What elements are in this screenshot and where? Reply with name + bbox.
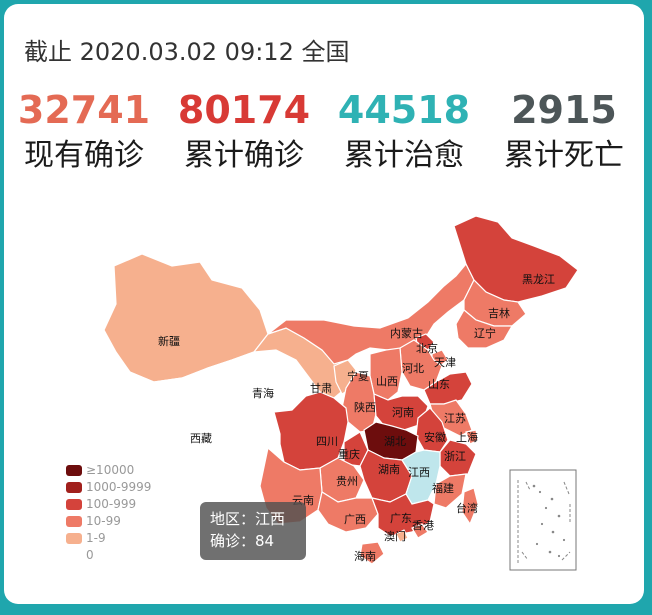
province-label: 北京	[416, 341, 438, 355]
stat-value: 44518	[337, 88, 471, 132]
province-广西[interactable]	[317, 491, 379, 533]
province-label: 湖南	[378, 463, 400, 476]
province-澳门[interactable]	[395, 529, 409, 543]
province-label: 内蒙古	[390, 326, 423, 340]
south-china-sea-inset	[509, 469, 577, 571]
legend-swatch	[66, 482, 82, 493]
legend-swatch	[66, 499, 82, 510]
province-label: 上海	[456, 430, 478, 444]
province-上海[interactable]	[465, 429, 479, 445]
province-label: 吉林	[488, 306, 510, 320]
province-label: 贵州	[336, 475, 358, 488]
map-legend: ≥10000 1000-9999 100-999 10-99 1-9 0	[66, 462, 151, 564]
tooltip-region: 地区：江西	[210, 510, 286, 528]
province-label: 海南	[354, 549, 376, 563]
province-label: 辽宁	[474, 326, 496, 340]
stat-total-cured: 44518 累计治愈	[324, 88, 484, 176]
province-label: 甘肃	[310, 382, 332, 395]
province-浙江[interactable]	[439, 439, 477, 477]
province-label: 宁夏	[347, 369, 369, 383]
legend-label: 0	[86, 548, 94, 562]
province-label: 广东	[390, 512, 412, 525]
province-label: 天津	[434, 356, 456, 369]
province-label: 青海	[252, 386, 274, 400]
province-label: 安徽	[424, 430, 446, 444]
province-label: 江西	[408, 466, 430, 479]
province-label: 江苏	[444, 412, 466, 425]
legend-item[interactable]: 10-99	[66, 513, 151, 530]
province-label: 山西	[376, 375, 398, 388]
legend-label: 100-999	[86, 497, 137, 511]
epidemic-card: 截止 2020.03.02 09:12 全国 32741 现有确诊 80174 …	[4, 4, 644, 604]
province-label: 香港	[412, 519, 434, 532]
province-label: 新疆	[158, 334, 180, 348]
stat-value: 80174	[177, 88, 311, 132]
province-label: 台湾	[456, 501, 478, 515]
stat-total-confirmed: 80174 累计确诊	[164, 88, 324, 176]
province-台湾[interactable]	[461, 487, 479, 526]
province-label: 河北	[402, 362, 424, 375]
legend-item[interactable]: 1-9	[66, 530, 151, 547]
province-label: 陕西	[354, 400, 376, 414]
province-label: 湖北	[384, 435, 406, 448]
province-label: 广西	[344, 513, 366, 526]
province-label: 重庆	[338, 447, 360, 461]
stat-label: 累计确诊	[184, 138, 304, 173]
legend-label: 10-99	[86, 514, 121, 528]
legend-label: ≥10000	[86, 463, 135, 477]
province-label: 黑龙江	[522, 273, 555, 286]
stat-label: 累计治愈	[344, 138, 464, 173]
stat-current-confirmed: 32741 现有确诊	[4, 88, 164, 176]
stat-label: 累计死亡	[504, 138, 624, 173]
stat-value: 32741	[17, 88, 151, 132]
legend-item[interactable]: ≥10000	[66, 462, 151, 479]
stat-value: 2915	[511, 88, 617, 132]
stat-label: 现有确诊	[24, 138, 144, 173]
province-label: 河南	[392, 406, 414, 419]
legend-item[interactable]: 1000-9999	[66, 479, 151, 496]
province-label: 四川	[316, 435, 338, 448]
province-label: 浙江	[444, 450, 466, 463]
legend-swatch	[66, 516, 82, 527]
province-辽宁[interactable]	[455, 309, 514, 349]
map-tooltip: 地区：江西 确诊：84	[200, 502, 306, 560]
legend-item[interactable]: 0	[66, 547, 151, 564]
tooltip-count: 确诊：84	[210, 532, 275, 550]
province-青海[interactable]	[206, 349, 309, 413]
province-海南[interactable]	[359, 541, 385, 565]
province-label: 福建	[432, 481, 454, 495]
legend-swatch	[66, 533, 82, 544]
legend-label: 1-9	[86, 531, 106, 545]
province-label: 西藏	[190, 432, 212, 445]
legend-item[interactable]: 100-999	[66, 496, 151, 513]
province-河北[interactable]	[399, 339, 443, 391]
province-label: 澳门	[384, 529, 406, 543]
update-timestamp: 截止 2020.03.02 09:12 全国	[24, 38, 350, 66]
province-label: 山东	[428, 378, 450, 391]
legend-swatch	[66, 465, 82, 476]
province-香港[interactable]	[411, 523, 429, 539]
legend-label: 1000-9999	[86, 480, 152, 494]
province-山西[interactable]	[369, 347, 403, 401]
stats-row: 32741 现有确诊 80174 累计确诊 44518 累计治愈 2915 累计…	[4, 88, 644, 178]
stat-total-deaths: 2915 累计死亡	[484, 88, 644, 176]
